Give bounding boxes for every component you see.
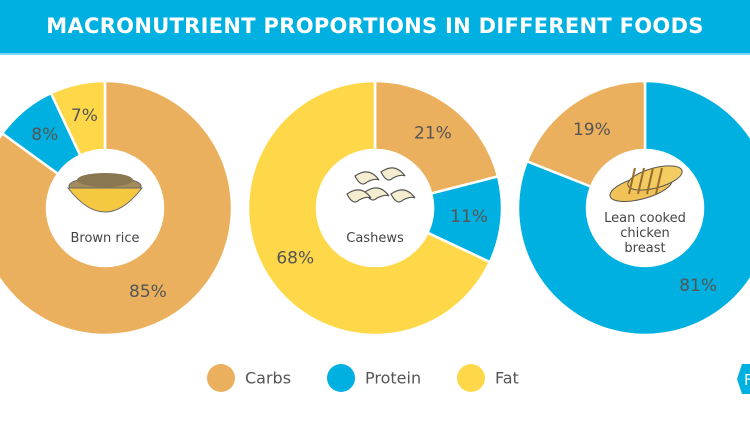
donut-brown-rice: 85% 8% 7% Brown rice [0,79,234,337]
legend-label-fat: Fat [495,369,519,388]
data-label-fat: 7% [71,106,98,126]
data-label-carbs: 21% [414,123,452,143]
slice-protein [516,79,750,337]
data-label-protein: 81% [679,276,717,296]
data-label-fat: 68% [276,249,314,269]
slice-fat [246,79,492,337]
food-label: Brown rice [70,231,139,246]
cashews-icon [346,167,416,203]
rice-bowl-icon [66,173,144,213]
legend: Carbs Protein Fat [207,364,519,392]
donut-cashews: 21% 11% 68% Cashews [246,79,504,337]
chicken-breast-icon [609,165,683,202]
data-label-carbs: 85% [129,282,167,302]
slice-carbs [373,79,500,196]
data-label-carbs: 19% [573,120,611,140]
data-label-protein: 11% [450,207,488,227]
logo-letter: F [744,371,750,389]
food-label: Cashews [346,231,404,246]
data-label-protein: 8% [31,125,58,145]
donut-hole [318,151,432,265]
header-banner: MACRONUTRIENT PROPORTIONS IN DIFFERENT F… [0,0,750,55]
slice-carbs [0,79,234,337]
food-label: Lean cooked [604,211,686,226]
legend-swatch-fat [457,364,485,392]
legend-label-protein: Protein [365,369,421,388]
food-label: breast [624,241,665,256]
logo-badge: F [737,364,750,394]
legend-swatch-protein [327,364,355,392]
slice-fat [49,79,107,158]
legend-swatch-carbs [207,364,235,392]
legend-label-carbs: Carbs [245,369,291,388]
food-label: chicken [620,226,669,241]
page-title: MACRONUTRIENT PROPORTIONS IN DIFFERENT F… [46,14,704,38]
slice-carbs [525,79,647,189]
